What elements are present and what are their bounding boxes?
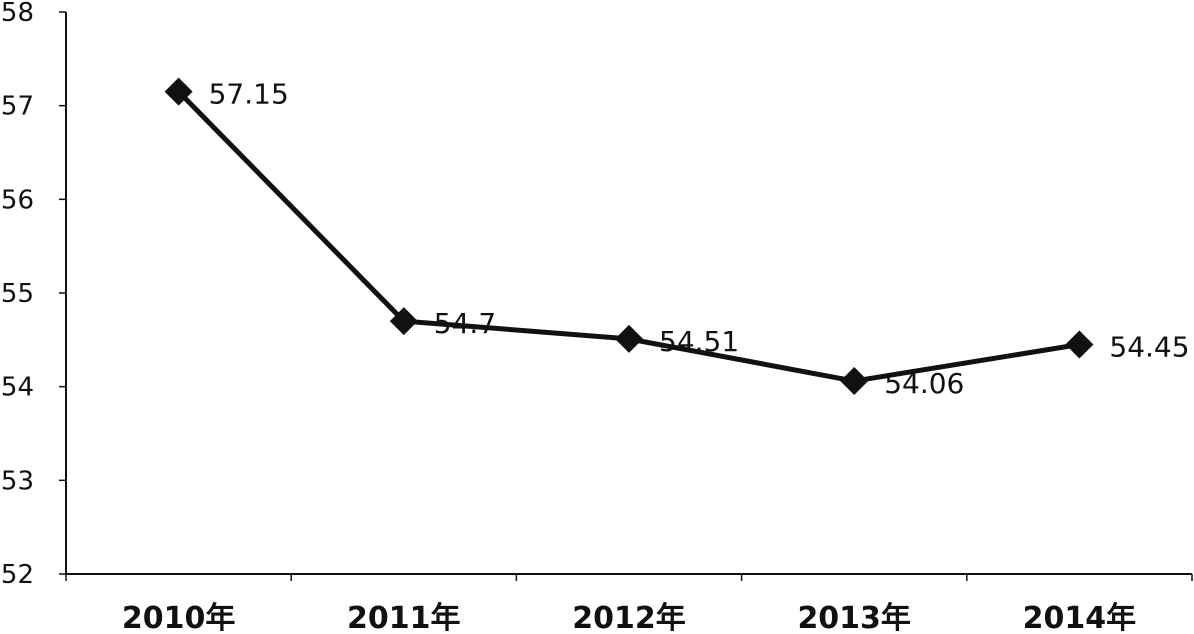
data-label: 54.06	[884, 367, 964, 400]
data-point-marker	[389, 307, 418, 336]
data-point-marker	[1065, 330, 1094, 359]
x-tick-label: 2013年	[797, 601, 911, 634]
data-labels: 57.15 54.7 54.51 54.06 54.45	[209, 78, 1190, 400]
x-tick-label: 2014年	[1023, 601, 1137, 634]
y-tick-label: 58	[1, 0, 34, 28]
data-label: 54.7	[434, 307, 496, 340]
y-tick-label: 54	[1, 373, 34, 403]
data-point-marker	[164, 77, 193, 106]
x-tick-label: 2012年	[572, 601, 686, 634]
y-tick-label: 53	[1, 466, 34, 496]
data-label: 54.45	[1109, 331, 1189, 364]
series	[164, 77, 1094, 396]
data-point-marker	[840, 367, 869, 396]
y-tick-label: 56	[1, 185, 34, 215]
y-tick-label: 52	[1, 560, 34, 590]
data-label: 57.15	[209, 78, 289, 111]
x-tick-label: 2010年	[122, 601, 236, 634]
y-tick-label: 57	[1, 92, 34, 122]
data-point-marker	[615, 324, 643, 353]
data-label: 54.51	[659, 325, 739, 358]
x-axis: 2010年 2011年 2012年 2013年 2014年	[65, 573, 1193, 634]
y-tick-label: 55	[1, 279, 34, 309]
y-axis: 52 53 54 55 56 57 58	[1, 0, 67, 590]
x-tick-label: 2011年	[347, 601, 461, 634]
